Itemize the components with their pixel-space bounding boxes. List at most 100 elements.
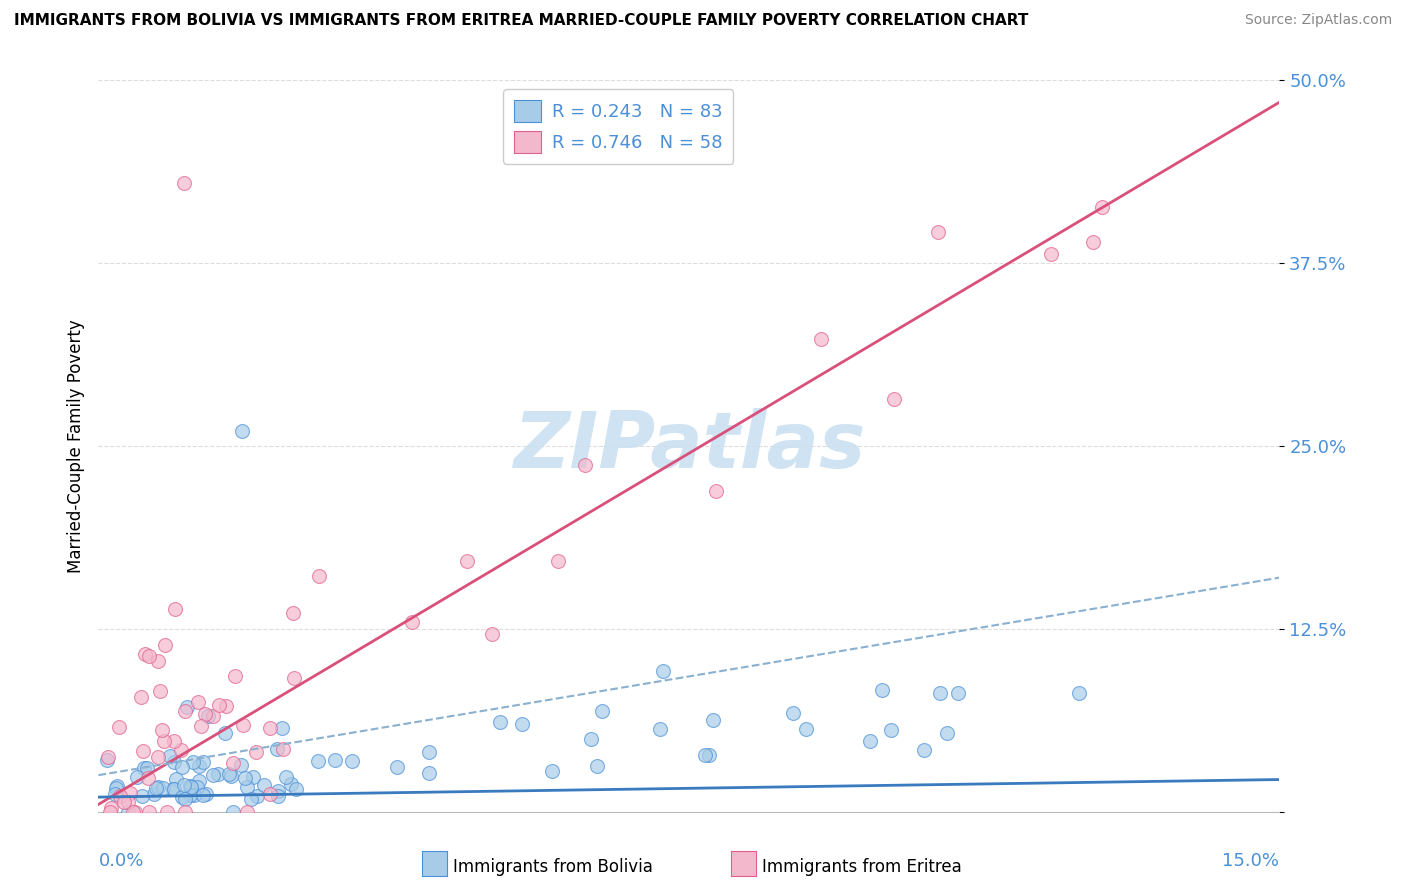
Point xyxy=(132,743,155,757)
Point xyxy=(136,772,159,786)
Point xyxy=(401,615,423,629)
Point xyxy=(122,805,145,819)
Point xyxy=(239,792,262,806)
Point xyxy=(181,755,204,769)
Point xyxy=(591,704,613,718)
Point xyxy=(541,764,564,778)
Point xyxy=(153,638,176,652)
Point xyxy=(221,769,243,783)
Point xyxy=(183,788,205,802)
Point xyxy=(242,770,264,784)
Point xyxy=(274,770,297,784)
Point xyxy=(163,781,186,796)
Point xyxy=(138,648,160,663)
Point xyxy=(271,742,294,756)
Point xyxy=(259,721,281,735)
Point xyxy=(221,756,243,770)
Point xyxy=(152,780,174,795)
Point xyxy=(280,777,302,791)
Point xyxy=(193,755,215,769)
Point xyxy=(340,754,363,768)
Point xyxy=(163,755,186,769)
Point xyxy=(186,780,208,795)
Point xyxy=(197,709,219,723)
Text: ZIPatlas: ZIPatlas xyxy=(513,408,865,484)
Text: Source: ZipAtlas.com: Source: ZipAtlas.com xyxy=(1244,13,1392,28)
Point xyxy=(127,770,149,784)
Point xyxy=(96,753,118,767)
Point xyxy=(170,790,193,805)
Point xyxy=(129,690,152,704)
Point xyxy=(105,779,128,793)
Point xyxy=(149,684,172,698)
Point xyxy=(100,801,122,815)
Point xyxy=(579,731,602,746)
Point xyxy=(105,781,128,796)
Point xyxy=(796,722,818,736)
Point xyxy=(870,683,893,698)
Text: IMMIGRANTS FROM BOLIVIA VS IMMIGRANTS FROM ERITREA MARRIED-COUPLE FAMILY POVERTY: IMMIGRANTS FROM BOLIVIA VS IMMIGRANTS FR… xyxy=(14,13,1028,29)
Point xyxy=(169,743,191,757)
Point xyxy=(697,748,720,763)
Point xyxy=(1067,686,1090,700)
Point xyxy=(245,745,267,759)
Point xyxy=(179,789,201,803)
Point xyxy=(267,784,290,798)
Point xyxy=(163,734,186,748)
Point xyxy=(283,671,305,685)
Point xyxy=(138,805,160,819)
Point xyxy=(162,781,184,796)
Legend: R = 0.243   N = 83, R = 0.746   N = 58: R = 0.243 N = 83, R = 0.746 N = 58 xyxy=(503,89,733,164)
Point xyxy=(510,717,533,731)
Point xyxy=(308,568,330,582)
Text: Immigrants from Eritrea: Immigrants from Eritrea xyxy=(762,858,962,876)
Point xyxy=(307,754,329,768)
Point xyxy=(108,720,131,734)
Point xyxy=(229,758,252,772)
Point xyxy=(574,458,596,472)
Point xyxy=(165,601,187,615)
Point xyxy=(648,722,671,736)
Point xyxy=(187,774,209,789)
Point xyxy=(693,747,716,762)
Point xyxy=(145,780,167,795)
Point xyxy=(172,759,194,773)
Point xyxy=(150,723,173,737)
Point xyxy=(146,780,169,795)
Point xyxy=(148,749,170,764)
Point xyxy=(201,709,224,723)
Point xyxy=(236,780,259,794)
Point xyxy=(859,733,882,747)
Point xyxy=(231,425,253,439)
Point xyxy=(782,706,804,720)
Point xyxy=(159,749,181,764)
Point xyxy=(173,791,195,805)
Point xyxy=(132,761,155,775)
Point xyxy=(810,332,832,346)
Point xyxy=(117,805,139,819)
Point xyxy=(233,772,256,786)
Point xyxy=(174,805,197,819)
Point xyxy=(173,778,195,792)
Point xyxy=(97,750,120,764)
Point xyxy=(1040,247,1063,261)
Point xyxy=(201,768,224,782)
Point xyxy=(153,734,176,748)
Point xyxy=(131,789,153,803)
Point xyxy=(165,772,187,786)
Point xyxy=(215,699,238,714)
Point xyxy=(208,698,231,712)
Point xyxy=(418,745,440,759)
Point xyxy=(193,788,215,802)
Point xyxy=(143,787,166,801)
Point xyxy=(117,795,139,809)
Point xyxy=(271,721,294,735)
Point xyxy=(702,713,724,727)
Point xyxy=(135,761,157,775)
Point xyxy=(488,715,510,730)
Point xyxy=(246,789,269,803)
Point xyxy=(187,695,209,709)
Text: Immigrants from Bolivia: Immigrants from Bolivia xyxy=(453,858,652,876)
Point xyxy=(253,779,276,793)
Point xyxy=(146,654,169,668)
